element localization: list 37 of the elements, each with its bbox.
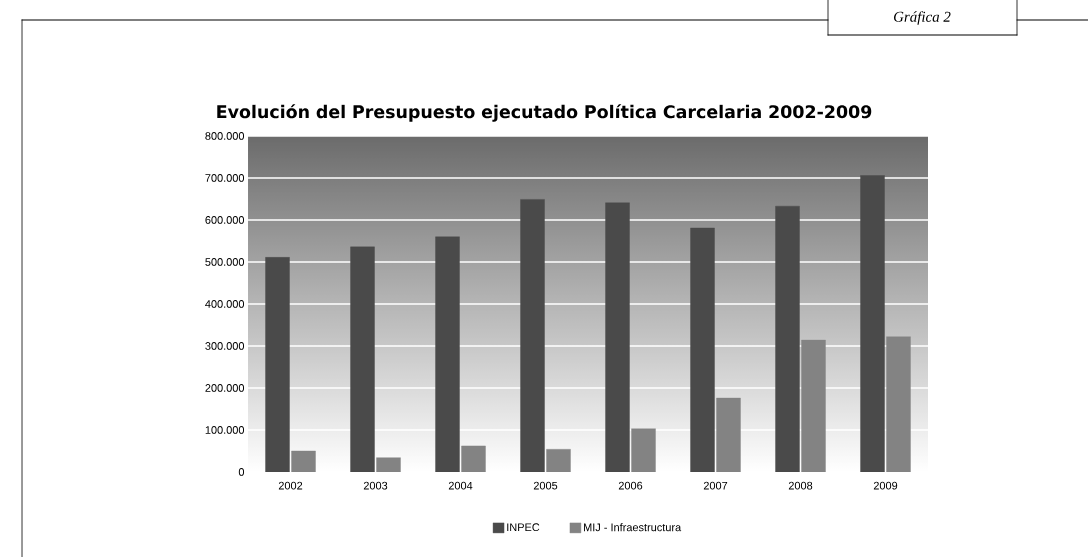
bar — [435, 236, 460, 472]
y-tick-label: 200.000 — [205, 384, 245, 392]
bar — [775, 205, 800, 472]
bar — [860, 175, 885, 472]
x-tick-label: 2002 — [278, 481, 303, 490]
y-tick-label: 400.000 — [205, 300, 245, 308]
bar — [886, 336, 911, 472]
bar — [716, 397, 741, 472]
bar — [376, 457, 401, 472]
bar — [461, 445, 486, 472]
x-tick-label: 2007 — [703, 481, 728, 490]
bar — [690, 227, 715, 472]
bar — [631, 428, 656, 472]
bar — [801, 339, 826, 472]
y-tick-label: 500.000 — [205, 258, 245, 266]
y-tick-label: 300.000 — [205, 342, 245, 350]
bar — [291, 450, 316, 472]
y-tick-label: 0 — [238, 468, 245, 476]
text: Gráfica 2 — [893, 11, 951, 25]
bar — [265, 257, 290, 472]
x-tick-label: 2004 — [448, 481, 473, 490]
legend-label: MIJ - Infraestructura — [584, 523, 682, 532]
bar — [350, 246, 375, 472]
y-tick-label: 800.000 — [205, 132, 245, 140]
x-tick-label: 2009 — [873, 481, 898, 490]
bar — [520, 199, 545, 472]
x-tick-label: 2008 — [788, 481, 813, 490]
y-tick-label: 700.000 — [205, 174, 245, 182]
legend-label: INPEC — [507, 523, 540, 532]
x-tick-label: 2003 — [363, 481, 388, 490]
x-tick-label: 2005 — [533, 481, 558, 490]
x-tick-label: 2006 — [618, 481, 643, 490]
y-tick-label: 600.000 — [205, 216, 245, 224]
bar — [605, 202, 630, 472]
chart-title: Evolución del Presupuesto ejecutado Política Carcelaria 2002-2009 — [217, 104, 872, 122]
y-tick-label: 100.000 — [205, 426, 245, 434]
bar — [546, 449, 571, 472]
